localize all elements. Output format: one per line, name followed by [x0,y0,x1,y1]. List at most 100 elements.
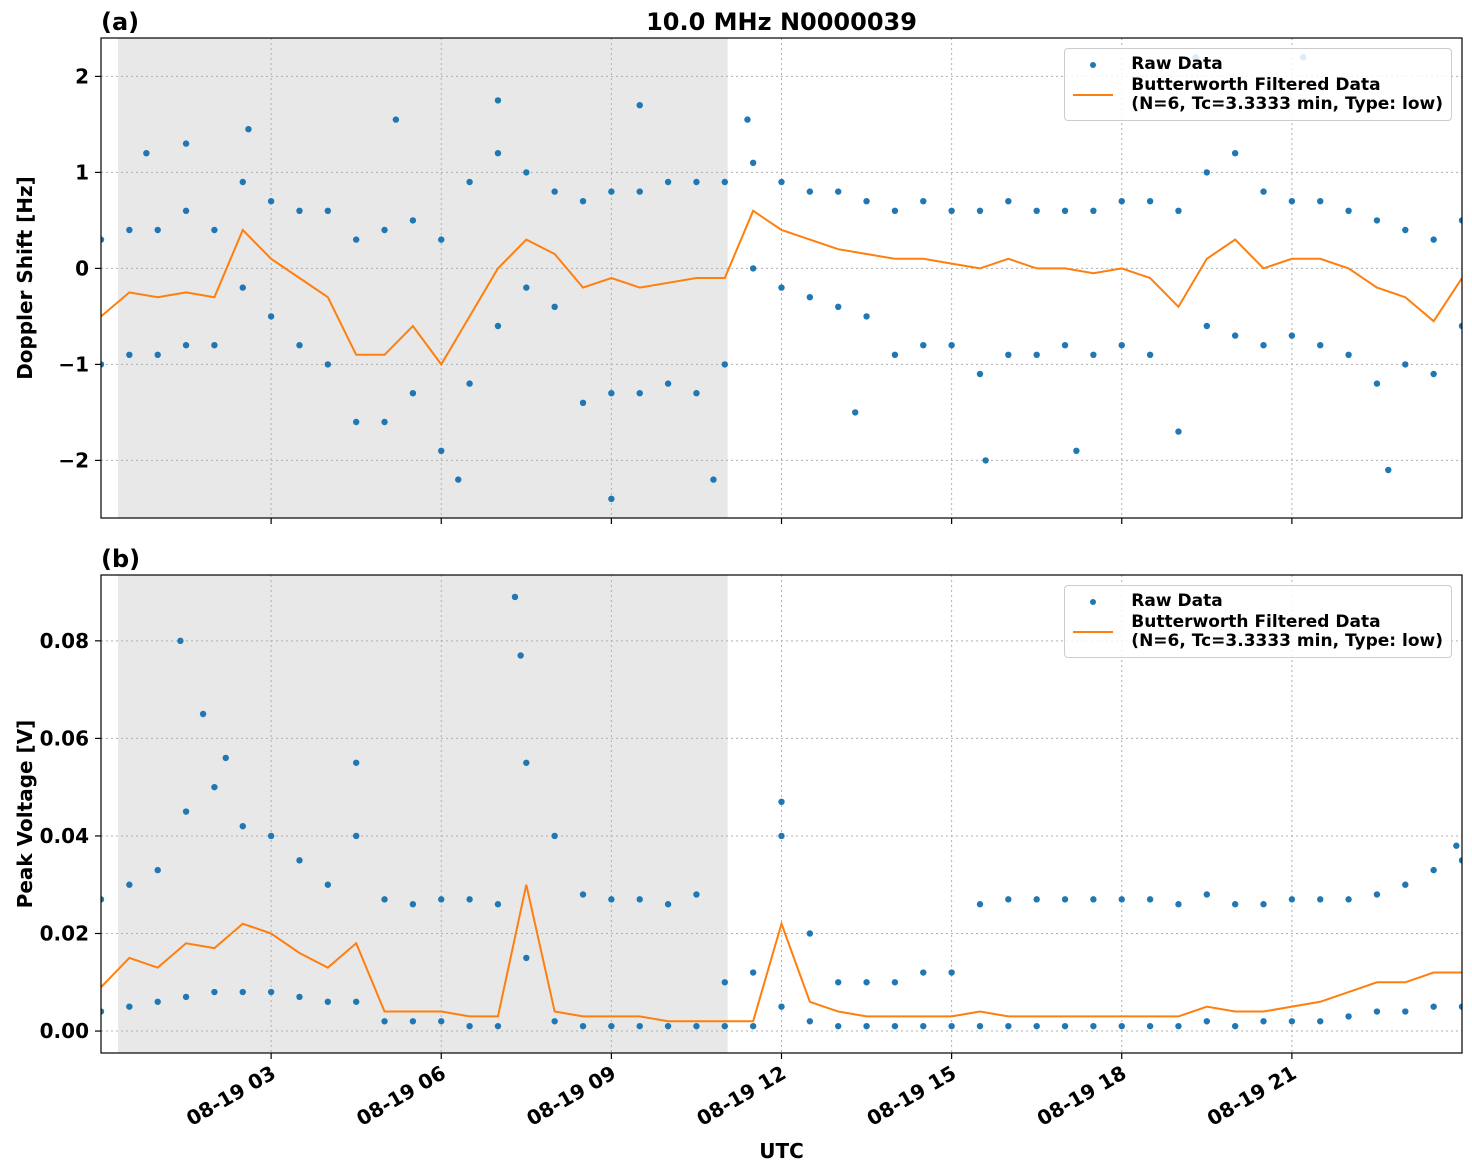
raw-point [245,126,252,133]
raw-point [1118,1022,1125,1030]
raw-point [182,993,190,1001]
raw-point [1345,896,1352,903]
panel-label: (a) [101,8,139,36]
legend-swatch [1073,613,1114,633]
raw-point [579,891,587,898]
raw-point [1430,866,1437,874]
x-axis-label: UTC [759,1139,804,1163]
y-tick-label: 0.00 [40,1019,89,1043]
raw-point [352,236,360,243]
raw-point [891,979,899,986]
raw-point [636,1022,643,1030]
raw-point [1033,1022,1040,1030]
raw-point [835,303,842,310]
legend-label: Butterworth Filtered Data (N=6, Tc=3.333… [1131,612,1443,651]
raw-point [352,418,360,426]
raw-point [409,1018,417,1025]
raw-point [636,390,643,397]
raw-point [296,342,303,349]
raw-point [920,198,927,205]
raw-point [1033,896,1040,903]
legend-marker [1090,62,1097,68]
raw-point [1373,380,1381,387]
raw-point [608,1022,615,1030]
raw-point [863,1022,870,1030]
raw-point [693,1022,700,1030]
raw-point [778,832,785,840]
raw-point [721,1022,728,1030]
raw-point [976,1022,984,1030]
raw-point [438,1018,445,1025]
legend-marker [1090,599,1097,605]
raw-point [1345,207,1352,214]
shaded-span [118,38,728,518]
raw-point [154,998,161,1005]
raw-point [409,390,417,397]
raw-point [1373,1008,1381,1015]
raw-point [920,969,927,976]
raw-point [1061,342,1069,349]
raw-point [579,1022,587,1030]
raw-point [721,361,728,368]
raw-point [891,1022,899,1030]
raw-point [1260,901,1267,908]
raw-point [101,361,105,368]
raw-point [551,188,558,195]
plot-area [101,54,1462,502]
raw-point [1175,901,1182,908]
raw-point [664,178,672,186]
raw-point [1203,322,1211,330]
raw-point [211,783,218,791]
raw-point [744,116,751,123]
raw-point [101,896,105,903]
raw-point [1175,207,1182,214]
raw-point [1458,322,1462,330]
raw-point [863,979,870,986]
raw-point [1373,891,1381,898]
x-tick-label: 08-19 03 [182,1061,280,1131]
legend-entry: Raw Data [1073,55,1443,74]
raw-point [608,896,615,903]
raw-point [101,1008,105,1015]
raw-point [466,896,473,903]
raw-point [511,593,519,601]
raw-point [494,150,502,157]
raw-point [455,476,462,483]
raw-point [154,351,161,358]
x-tick-label: 08-19 21 [1203,1061,1301,1131]
raw-point [409,901,417,908]
raw-point [466,178,473,186]
y-axis-label: Peak Voltage [V] [13,720,37,909]
raw-point [126,351,133,358]
raw-point [1118,896,1125,903]
raw-point [143,150,150,157]
raw-point [267,832,275,840]
raw-point [324,998,332,1005]
raw-point [863,198,870,205]
raw-point [1203,169,1211,176]
raw-point [891,207,899,214]
raw-point [1402,1008,1409,1015]
raw-point [1231,332,1239,339]
y-tick-label: 0.06 [40,726,89,750]
raw-point [1073,447,1080,454]
raw-point [749,265,757,272]
raw-point [835,1022,842,1030]
raw-point [494,97,502,104]
raw-point [1005,1022,1012,1030]
raw-point [239,988,246,996]
legend: Raw Data Butterworth Filtered Data (N=6, … [1064,48,1452,121]
raw-point [1317,896,1324,903]
x-tick-label: 08-19 09 [522,1061,620,1131]
raw-point [324,207,332,214]
raw-point [211,988,218,996]
raw-point [438,447,445,454]
raw-point [806,294,814,301]
raw-point [239,178,246,186]
raw-point [438,236,445,243]
raw-point [1061,207,1069,214]
raw-point [352,759,360,766]
raw-point [1345,1013,1352,1020]
panel-label: (b) [101,545,140,573]
